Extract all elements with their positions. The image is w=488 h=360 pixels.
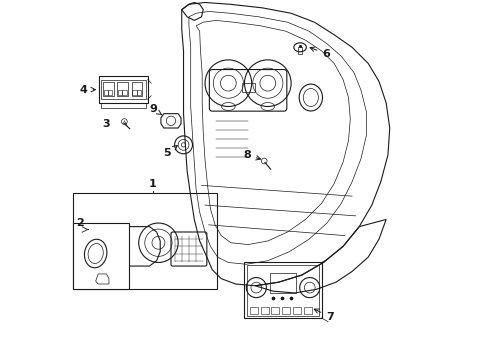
Bar <box>132 90 136 95</box>
Text: 4: 4 <box>80 85 95 95</box>
Bar <box>271 307 279 314</box>
Text: 7: 7 <box>314 309 333 322</box>
Bar <box>303 307 311 314</box>
Text: 2: 2 <box>76 219 84 228</box>
Bar <box>282 307 289 314</box>
Bar <box>101 103 145 108</box>
Text: 8: 8 <box>243 150 260 160</box>
Bar <box>297 46 302 54</box>
Bar <box>108 90 112 95</box>
Bar <box>246 265 319 316</box>
Text: 5: 5 <box>163 145 177 158</box>
Bar <box>101 80 145 99</box>
Bar <box>117 82 128 96</box>
Bar <box>136 90 141 95</box>
Bar <box>269 273 296 293</box>
Text: 6: 6 <box>309 47 329 59</box>
Bar <box>73 223 128 289</box>
Bar <box>99 76 147 103</box>
Bar <box>249 307 257 314</box>
Bar <box>260 307 268 314</box>
Bar <box>241 83 254 92</box>
Bar <box>292 307 300 314</box>
Text: 1: 1 <box>149 179 157 189</box>
Bar <box>73 193 216 289</box>
Bar <box>103 90 108 95</box>
Bar <box>118 90 122 95</box>
Text: 9: 9 <box>149 104 162 115</box>
Bar <box>122 90 126 95</box>
Bar <box>102 82 113 96</box>
Bar <box>131 82 142 96</box>
Text: 3: 3 <box>102 120 110 129</box>
Bar <box>244 262 321 318</box>
